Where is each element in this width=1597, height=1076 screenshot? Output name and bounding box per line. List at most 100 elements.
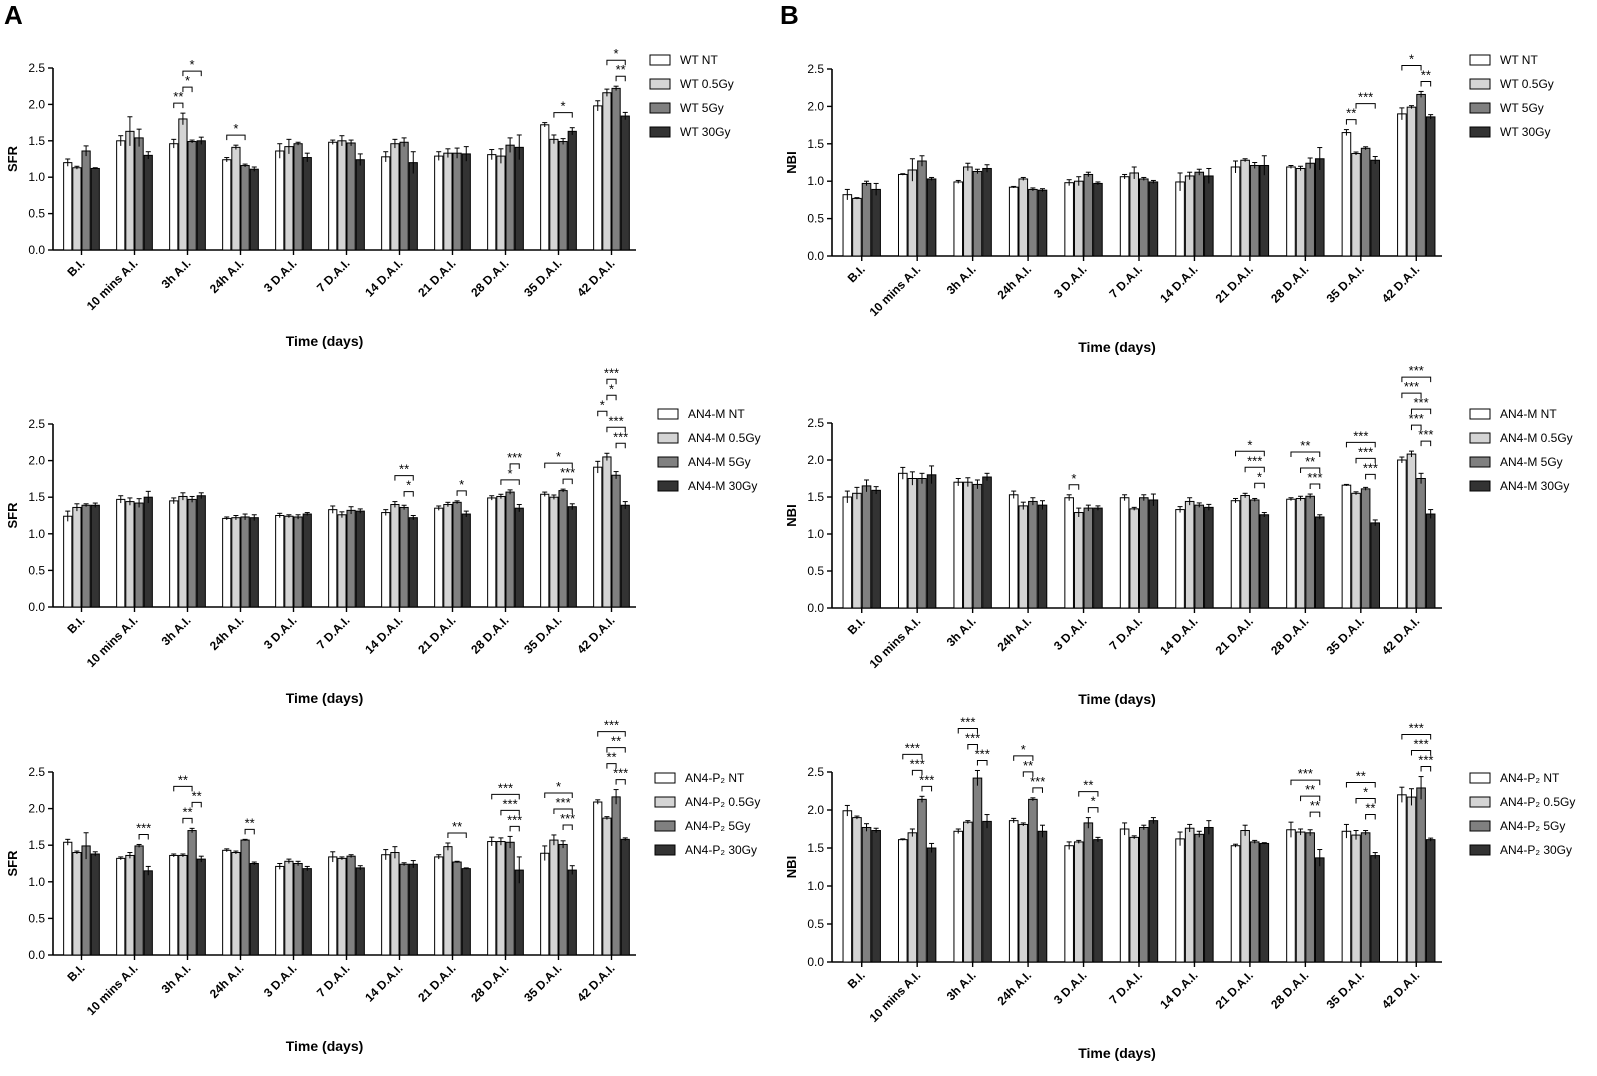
significance-label: ***: [1409, 363, 1424, 378]
bar-A3-9-0: [540, 852, 550, 956]
significance-label: ***: [555, 795, 570, 810]
legend-label: WT 5Gy: [1500, 101, 1544, 115]
x-tick-label: 7 D.A.I.: [314, 613, 353, 652]
y-tick-label: 1.0: [807, 879, 824, 893]
x-tick-label: 14 D.A.I.: [362, 256, 405, 299]
bar-B1-1-3: [926, 178, 937, 257]
x-tick-label: 10 mins A.I.: [867, 614, 924, 671]
legend-swatch: [654, 844, 676, 856]
significance-label: **: [399, 462, 409, 477]
x-tick-label: B.I.: [65, 256, 88, 279]
bar-A3-6-2: [399, 863, 409, 956]
y-tick-label: 0.0: [807, 249, 824, 263]
significance-bracket: [1022, 771, 1034, 777]
significance-label: ***: [1409, 411, 1424, 426]
bar-A2-1-0: [116, 498, 126, 608]
bar-B2-1-1: [907, 478, 918, 609]
legend-swatch: [649, 126, 671, 138]
bar-A2-9-0: [540, 493, 550, 608]
y-tick-label: 0.5: [807, 212, 824, 226]
bar-A2-7-3: [461, 513, 471, 608]
legend-swatch: [1469, 772, 1491, 784]
significance-bracket: [1345, 119, 1357, 125]
legend-swatch: [657, 480, 679, 492]
bar-B2-6-0: [1175, 509, 1185, 609]
bar-B1-10-0: [1397, 113, 1407, 257]
legend-label: WT 30Gy: [1500, 125, 1550, 139]
bar-A1-1-0: [116, 140, 126, 251]
bar-A1-9-2: [558, 141, 568, 251]
bar-B1-10-1: [1406, 106, 1417, 257]
y-tick-label: 0.0: [807, 601, 824, 615]
y-tick-label: 1.5: [807, 841, 824, 855]
bar-A1-10-1: [602, 92, 612, 251]
significance-bracket: [1078, 791, 1099, 797]
significance-label: **: [1300, 438, 1310, 453]
bar-B1-9-1: [1351, 153, 1361, 257]
significance-label: **: [1083, 778, 1093, 793]
bar-A2-2-0: [169, 500, 179, 608]
bar-A3-0-1: [72, 852, 82, 956]
bar-A1-9-3: [567, 130, 577, 251]
bar-A2-6-1: [390, 504, 400, 608]
bar-A3-3-0: [222, 849, 232, 956]
bar-A1-0-3: [90, 167, 100, 251]
legend-swatch: [1469, 844, 1491, 856]
bar-A1-4-3: [302, 157, 312, 251]
bar-B2-2-2: [972, 483, 983, 609]
bar-A2-4-1: [284, 515, 294, 608]
bar-B1-6-3: [1204, 175, 1214, 257]
bar-B2-7-1: [1240, 495, 1250, 609]
bar-B2-10-2: [1416, 478, 1426, 609]
bar-B1-0-2: [861, 182, 872, 257]
significance-bracket: [1401, 392, 1422, 399]
x-tick-label: 10 mins A.I.: [84, 613, 141, 670]
y-tick-label: 0.0: [28, 600, 45, 614]
y-tick-label: 2.5: [28, 61, 45, 75]
significance-label: ***: [560, 465, 575, 480]
bar-B2-9-1: [1351, 492, 1361, 609]
legend-swatch: [1469, 796, 1491, 808]
bar-A2-7-2: [452, 501, 462, 608]
x-tick-label: 42 D.A.I.: [574, 961, 617, 1004]
legend-label: AN4-P₂ 30Gy: [1500, 843, 1572, 857]
panel-label-a: A: [4, 0, 23, 30]
chart-A1: 0.0 0.5 1.0 1.5 2.0 2.5 SFR B.I.10 mins A.I. 3h …: [5, 46, 734, 349]
bar-B1-9-2: [1360, 147, 1371, 257]
significance-label: ***: [965, 730, 980, 745]
legend-label: AN4-P₂ 0.5Gy: [1500, 795, 1575, 809]
bar-A2-1-2: [134, 502, 144, 608]
bar-A1-1-2: [134, 137, 144, 251]
bar-B3-5-3: [1148, 820, 1159, 963]
bar-B1-7-0: [1230, 166, 1241, 257]
bar-A2-5-1: [337, 514, 347, 608]
legend-label: AN4-M NT: [1500, 407, 1557, 421]
x-tick-label: 3 D.A.I.: [1051, 262, 1090, 301]
x-tick-label: B.I.: [65, 961, 88, 984]
significance-bracket: [1309, 483, 1321, 490]
legend-swatch: [657, 432, 679, 444]
significance-bracket: [1365, 813, 1376, 820]
significance-bracket: [1244, 466, 1265, 473]
bar-B3-8-1: [1295, 831, 1306, 963]
significance-label: **: [1365, 800, 1375, 815]
y-tick-label: 1.0: [807, 527, 824, 541]
significance-label: ***: [1358, 90, 1373, 105]
bar-B3-1-2: [917, 798, 927, 963]
legend-swatch: [1469, 78, 1491, 90]
significance-bracket: [615, 442, 626, 449]
significance-label: **: [1305, 454, 1315, 469]
x-tick-label: 3 D.A.I.: [1051, 614, 1090, 653]
x-tick-label: 3 D.A.I.: [1051, 968, 1090, 1007]
significance-bracket: [182, 70, 202, 77]
y-axis-title: NBI: [784, 151, 799, 173]
bar-B2-4-0: [1064, 497, 1074, 609]
bar-A2-7-0: [434, 507, 444, 608]
significance-label: *: [1257, 469, 1262, 484]
x-tick-label: 14 D.A.I.: [362, 961, 405, 1004]
bar-A2-10-1: [602, 456, 612, 608]
bar-A3-4-3: [302, 868, 312, 956]
bar-B1-3-0: [1008, 186, 1019, 257]
x-tick-label: 35 D.A.I.: [521, 961, 564, 1004]
significance-bracket: [1401, 64, 1422, 71]
